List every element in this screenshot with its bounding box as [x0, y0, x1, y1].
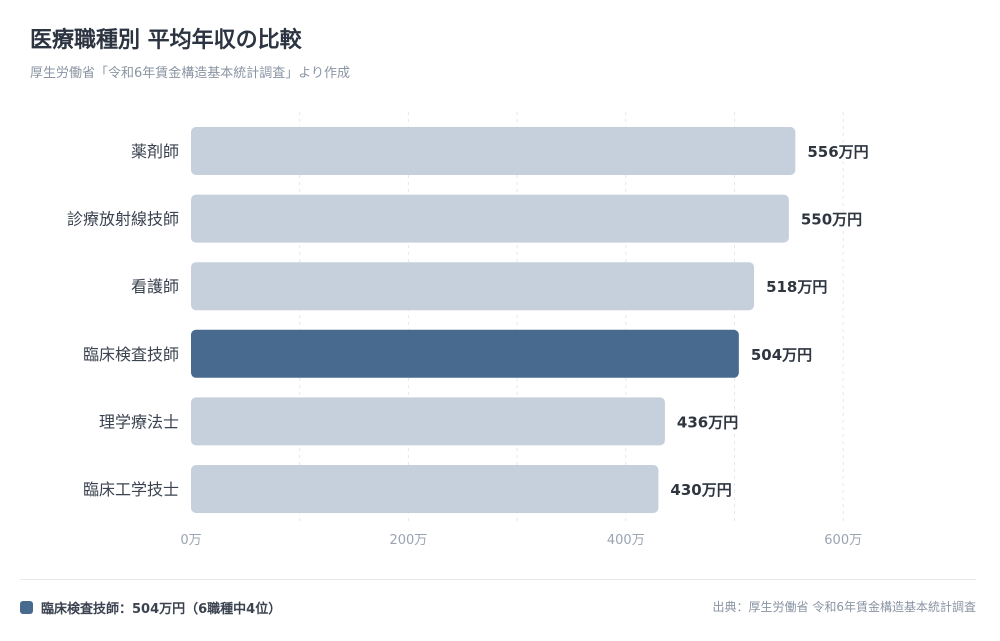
bar-highlight	[191, 329, 739, 378]
x-tick-label: 600万	[824, 533, 862, 548]
source-note: 出典：厚生労働省 令和6年賃金構造基本統計調査	[712, 600, 976, 614]
category-label: 臨床検査技師	[83, 345, 179, 364]
value-label: 518万円	[766, 278, 827, 296]
category-label: 薬剤師	[131, 142, 179, 161]
category-label: 臨床工学技士	[83, 480, 179, 499]
value-label: 430万円	[670, 481, 731, 499]
bar	[191, 194, 789, 243]
x-tick-label: 0万	[180, 533, 201, 548]
x-tick-label: 400万	[607, 533, 645, 548]
chart-subtitle: 厚生労働省「令和6年賃金構造基本統計調査」より作成	[30, 66, 351, 81]
bar	[191, 127, 796, 175]
value-label: 550万円	[801, 211, 862, 229]
legend-swatch	[20, 600, 33, 614]
bar	[191, 262, 755, 311]
category-label: 診療放射線技師	[67, 210, 179, 229]
bar	[191, 397, 665, 446]
footer-legend: 臨床検査技師：504万円（6職種中4位）	[20, 597, 281, 617]
chart-title: 医療職種別 平均年収の比較	[30, 28, 302, 53]
value-label: 436万円	[677, 413, 738, 431]
category-label: 理学療法士	[99, 412, 179, 431]
value-label: 556万円	[807, 143, 868, 161]
legend-text: 臨床検査技師：504万円（6職種中4位）	[41, 601, 282, 617]
bar	[191, 465, 659, 513]
value-label: 504万円	[751, 346, 812, 364]
footer-divider	[20, 579, 976, 580]
category-label: 看護師	[131, 277, 179, 296]
x-tick-label: 200万	[389, 533, 427, 548]
